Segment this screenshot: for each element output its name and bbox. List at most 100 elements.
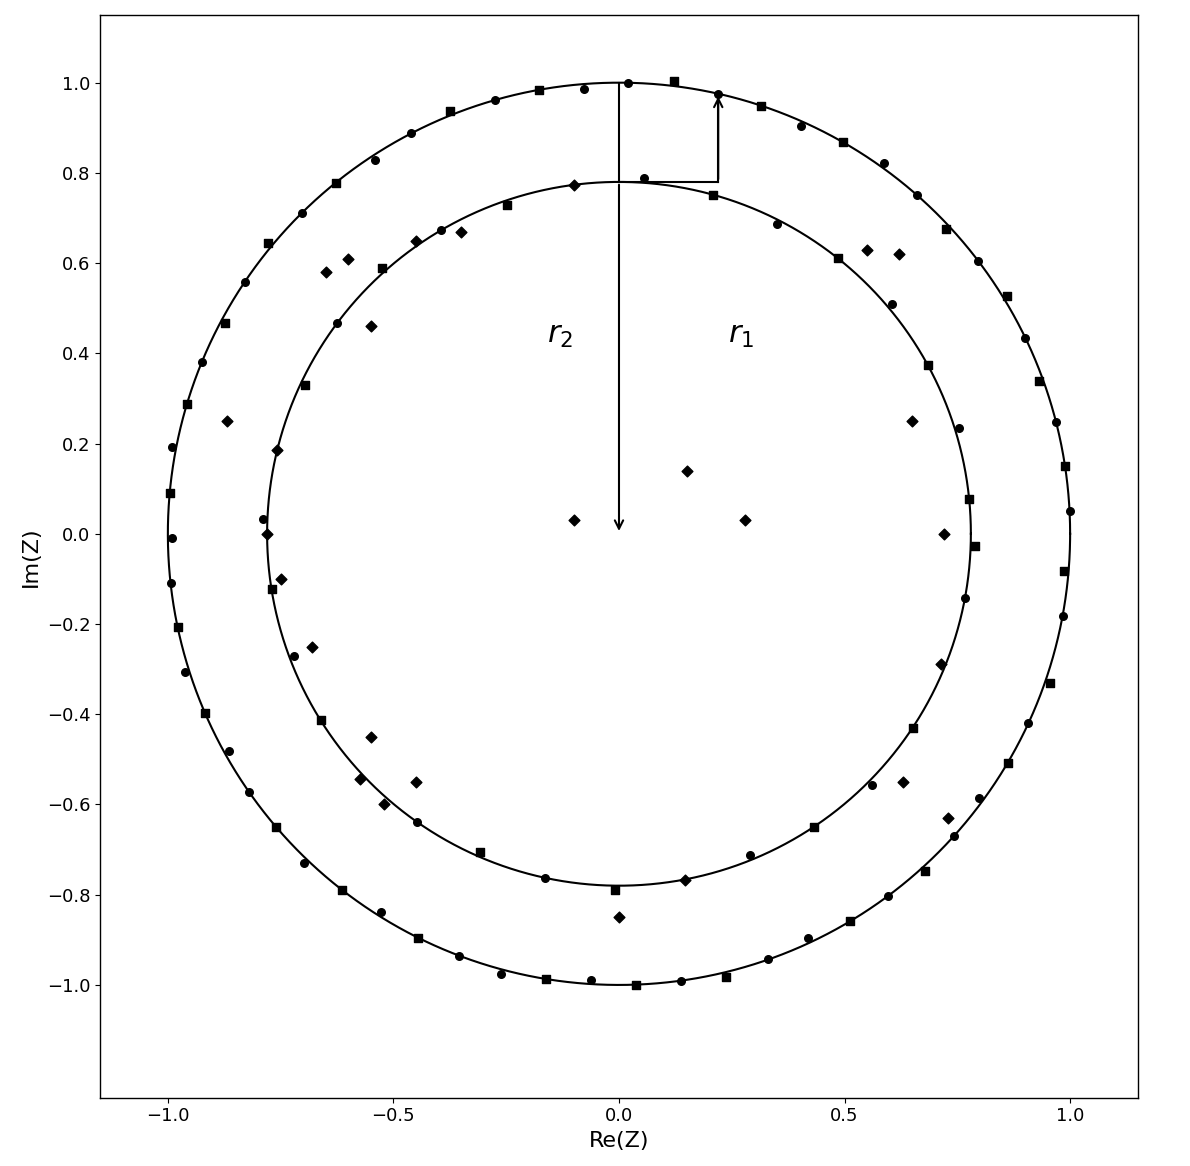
Point	[253, 510, 273, 528]
Point	[907, 185, 926, 204]
Point	[934, 525, 953, 543]
Point	[311, 711, 330, 730]
Point	[537, 970, 556, 989]
Point	[1040, 674, 1059, 693]
Point	[752, 97, 771, 115]
Point	[401, 124, 420, 142]
Point	[675, 870, 694, 888]
Point	[271, 569, 290, 588]
Point	[878, 887, 897, 906]
Point	[217, 412, 236, 430]
Point	[619, 73, 638, 92]
Point	[284, 646, 303, 665]
Point	[530, 80, 549, 99]
Point	[932, 654, 951, 673]
Point	[451, 223, 470, 241]
X-axis label: Re(Z): Re(Z)	[589, 1131, 650, 1151]
Text: $r_1$: $r_1$	[728, 321, 754, 350]
Point	[574, 79, 593, 98]
Point	[759, 950, 778, 969]
Point	[609, 908, 628, 927]
Point	[267, 819, 286, 837]
Point	[916, 862, 935, 880]
Point	[965, 536, 984, 555]
Point	[564, 511, 583, 529]
Point	[317, 262, 336, 281]
Point	[945, 827, 964, 845]
Point	[998, 753, 1017, 772]
Point	[862, 775, 881, 794]
Point	[407, 231, 426, 250]
Y-axis label: Im(Z): Im(Z)	[21, 526, 42, 586]
Point	[564, 176, 583, 195]
Point	[161, 483, 180, 501]
Point	[326, 174, 345, 192]
Point	[332, 880, 351, 899]
Point	[371, 902, 390, 921]
Point	[257, 525, 276, 543]
Point	[365, 150, 384, 169]
Point	[486, 91, 505, 110]
Point	[834, 133, 853, 152]
Point	[175, 662, 194, 681]
Point	[1016, 329, 1035, 347]
Point	[875, 154, 894, 173]
Point	[1019, 714, 1038, 732]
Point	[626, 975, 645, 993]
Point	[351, 770, 370, 788]
Point	[239, 782, 258, 801]
Point	[362, 317, 381, 336]
Point	[956, 589, 975, 607]
Point	[1060, 501, 1079, 520]
Point	[804, 817, 823, 836]
Point	[372, 259, 392, 278]
Point	[162, 437, 181, 456]
Point	[219, 742, 238, 760]
Point	[440, 101, 459, 120]
Point	[716, 968, 735, 986]
Point	[950, 419, 969, 437]
Point	[1053, 606, 1072, 625]
Point	[339, 250, 358, 268]
Point	[407, 813, 426, 831]
Point	[163, 528, 182, 547]
Point	[234, 273, 253, 292]
Point	[903, 412, 922, 430]
Point	[937, 220, 956, 239]
Point	[919, 356, 938, 374]
Point	[258, 234, 277, 253]
Point	[889, 245, 908, 264]
Point	[708, 84, 727, 103]
Point	[168, 618, 187, 637]
Point	[327, 314, 346, 332]
Text: $r_2$: $r_2$	[547, 321, 574, 350]
Point	[582, 970, 601, 989]
Point	[497, 196, 516, 215]
Point	[798, 929, 818, 948]
Point	[295, 375, 314, 394]
Point	[677, 462, 696, 480]
Point	[491, 964, 511, 983]
Point	[959, 490, 978, 508]
Point	[903, 718, 922, 737]
Point	[295, 854, 314, 872]
Point	[634, 169, 653, 188]
Point	[1056, 457, 1075, 476]
Point	[740, 847, 759, 865]
Point	[840, 912, 859, 930]
Point	[605, 880, 624, 899]
Point	[177, 395, 196, 414]
Point	[858, 240, 877, 259]
Point	[998, 287, 1017, 305]
Point	[293, 204, 312, 223]
Point	[882, 295, 901, 314]
Point	[407, 773, 426, 792]
Point	[470, 843, 489, 862]
Point	[671, 971, 690, 990]
Point	[195, 703, 214, 722]
Point	[828, 248, 847, 267]
Point	[1029, 371, 1048, 389]
Point	[362, 728, 381, 746]
Point	[791, 117, 810, 135]
Point	[215, 314, 234, 332]
